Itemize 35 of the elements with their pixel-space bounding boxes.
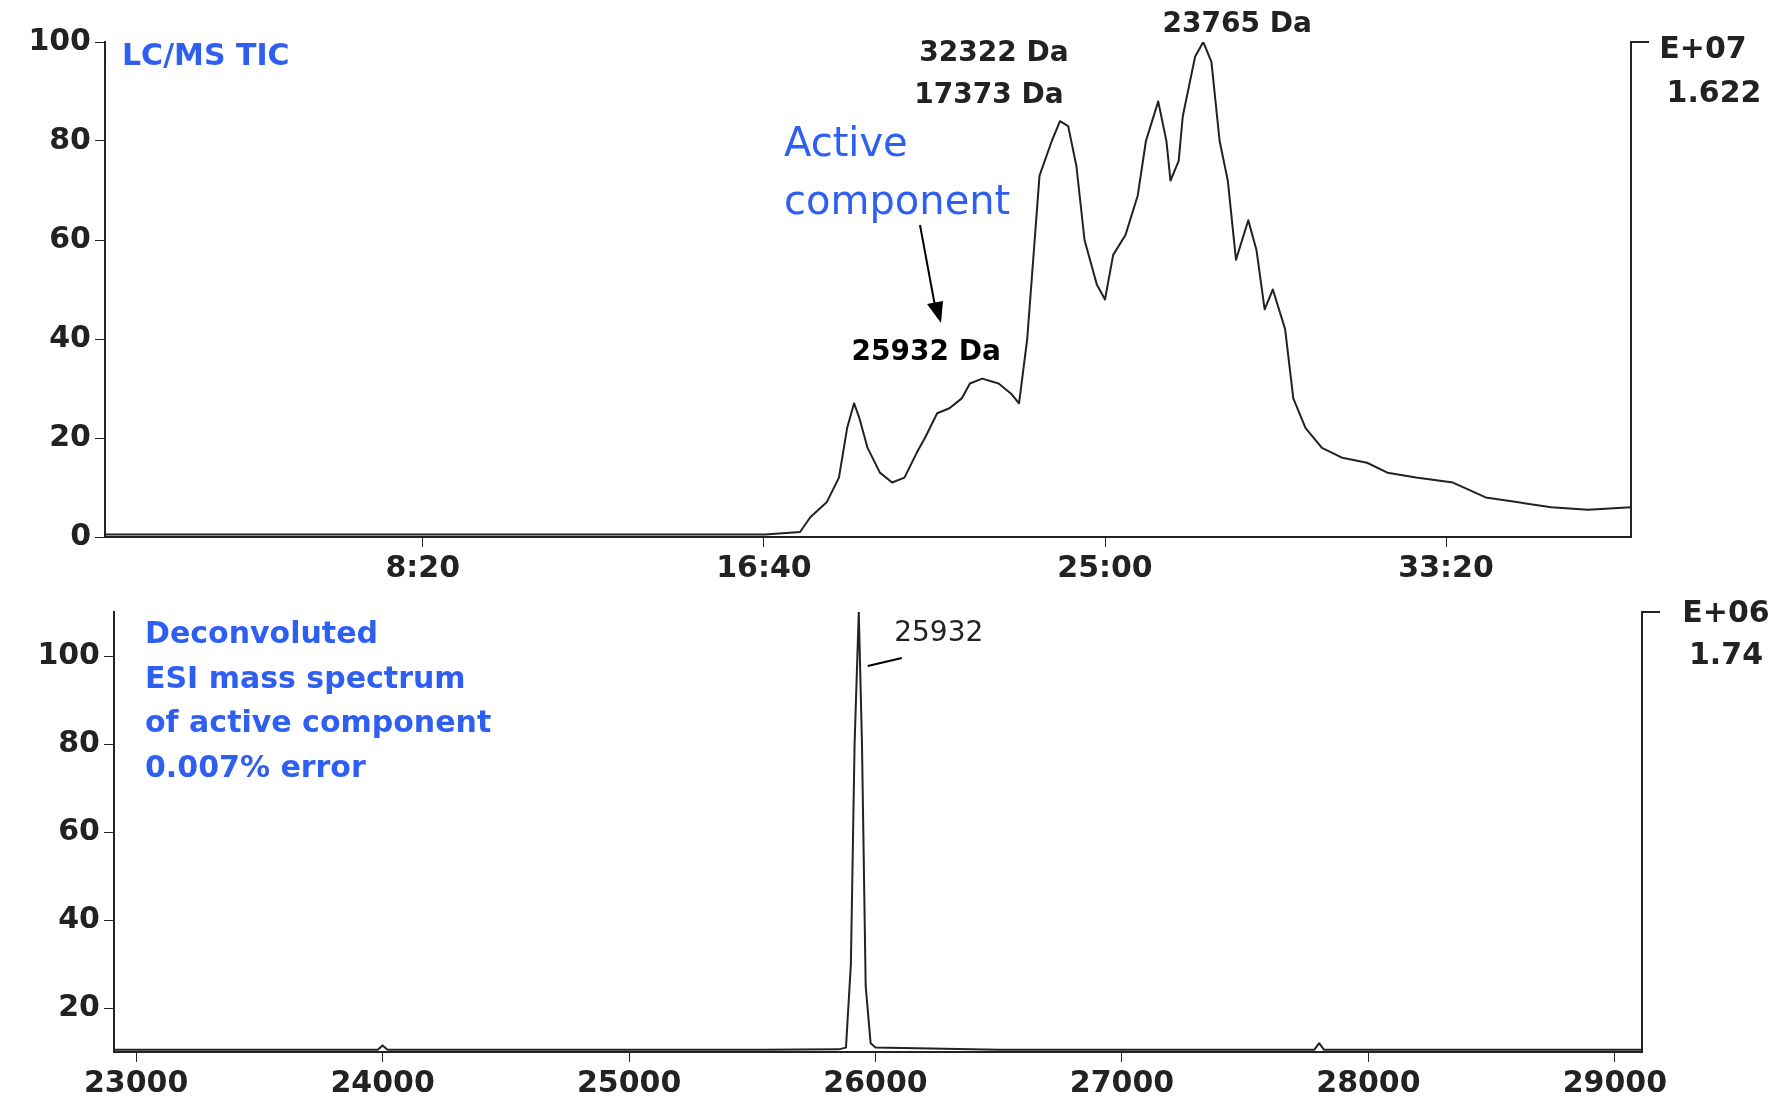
y2-axis-title: E+07 1.622: [1659, 29, 1762, 109]
annotation: of active component: [145, 703, 492, 739]
y-tick-label: 60: [49, 219, 91, 255]
x-tick-label: 25000: [576, 1063, 682, 1099]
y-tick-label: 20: [49, 417, 91, 453]
x-tick-label: 26000: [823, 1063, 928, 1099]
x-tick-label: 28000: [1316, 1063, 1421, 1099]
x-tick-label: 27000: [1069, 1063, 1175, 1099]
y-tick-label: 60: [58, 811, 100, 847]
y-tick-label: 80: [58, 723, 100, 759]
y2-axis-title: E+06 1.74: [1682, 593, 1770, 671]
annotation: 23765 Da: [1162, 6, 1312, 40]
y-tick-label: 100: [37, 635, 100, 671]
annotation: ESI mass spectrum: [145, 659, 466, 695]
y-tick-label: 0: [70, 516, 91, 552]
x-tick-label: 16:40: [716, 548, 812, 584]
annotation: LC/MS TIC: [122, 36, 290, 72]
x-tick-label: 8:20: [385, 548, 461, 584]
x-tick-label: 33:20: [1398, 548, 1494, 584]
y-tick-label: 80: [49, 120, 91, 156]
annotation: 25932: [894, 615, 984, 649]
y-tick-label: 40: [58, 899, 100, 935]
annotation: 0.007% error: [145, 748, 366, 784]
y-tick-label: 20: [58, 987, 100, 1023]
annotation: 25932 Da: [851, 333, 1001, 367]
annotation: Deconvoluted: [145, 614, 378, 650]
y-tick-label: 40: [49, 318, 91, 354]
y-tick-label: 100: [28, 21, 91, 57]
annotation: 32322 Da: [919, 35, 1069, 69]
annotation: 17373 Da: [914, 77, 1064, 111]
x-tick-label: 25:00: [1057, 548, 1153, 584]
x-tick-label: 24000: [330, 1063, 435, 1099]
x-tick-label: 29000: [1562, 1063, 1668, 1099]
annotation: Active component: [784, 119, 1011, 224]
x-tick-label: 23000: [83, 1063, 189, 1099]
